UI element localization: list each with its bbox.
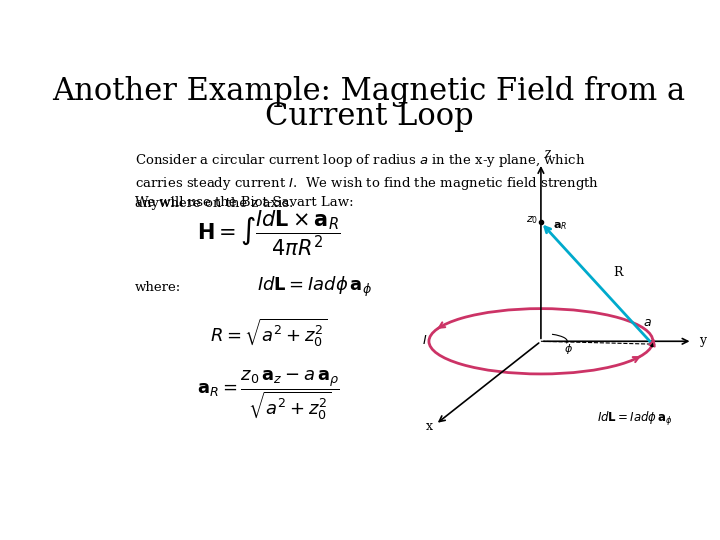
Text: $Id\mathbf{L} = Iad\phi\, \mathbf{a}_{\phi}$: $Id\mathbf{L} = Iad\phi\, \mathbf{a}_{\p…: [258, 275, 372, 299]
Text: Consider a circular current loop of radius $a$ in the x-y plane, which
carries s: Consider a circular current loop of radi…: [135, 152, 599, 210]
Text: Another Example: Magnetic Field from a: Another Example: Magnetic Field from a: [53, 76, 685, 107]
Text: $Id\mathbf{L} = Iad\phi\,\mathbf{a}_{\phi}$: $Id\mathbf{L} = Iad\phi\,\mathbf{a}_{\ph…: [597, 409, 672, 428]
Text: $\mathbf{H} = \int \dfrac{Id\mathbf{L} \times \mathbf{a}_{R}}{4\pi R^2}$: $\mathbf{H} = \int \dfrac{Id\mathbf{L} \…: [197, 208, 341, 258]
Text: $I$: $I$: [423, 334, 428, 347]
Text: where:: where:: [135, 281, 181, 294]
Text: $\mathbf{a}_R$: $\mathbf{a}_R$: [553, 220, 567, 232]
Text: $R = \sqrt{a^2 + z_0^2}$: $R = \sqrt{a^2 + z_0^2}$: [210, 317, 328, 349]
Text: x: x: [426, 420, 433, 434]
Text: $\mathbf{a}_{R} = \dfrac{z_0\, \mathbf{a}_z - a\, \mathbf{a}_{\rho}}{\sqrt{a^2 +: $\mathbf{a}_{R} = \dfrac{z_0\, \mathbf{a…: [197, 368, 340, 422]
Text: y: y: [699, 334, 706, 347]
Text: Current Loop: Current Loop: [265, 102, 473, 132]
Text: $a$: $a$: [643, 316, 652, 329]
Text: $z_0$: $z_0$: [526, 214, 539, 226]
Text: z: z: [544, 147, 551, 160]
Text: $\phi$: $\phi$: [564, 342, 573, 356]
Text: We will use the Biot-Savart Law:: We will use the Biot-Savart Law:: [135, 196, 354, 209]
Text: R: R: [613, 266, 623, 279]
